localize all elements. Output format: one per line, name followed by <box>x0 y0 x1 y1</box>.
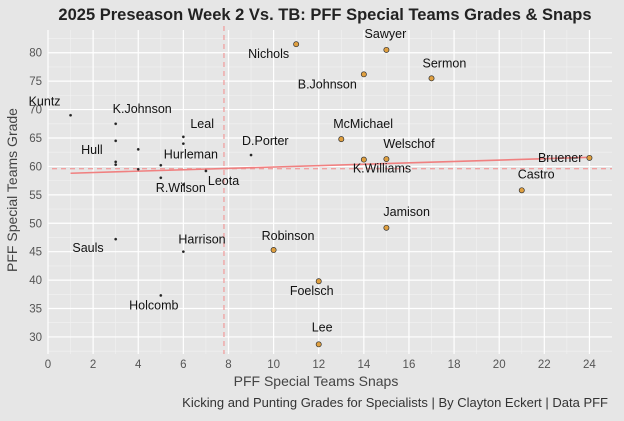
chart-caption: Kicking and Punting Grades for Specialis… <box>182 395 608 410</box>
point-label: Welschof <box>383 137 435 151</box>
data-point <box>114 139 118 143</box>
point-label: K.Williams <box>353 162 411 176</box>
x-tick-label: 0 <box>45 359 51 371</box>
x-tick-label: 8 <box>225 359 231 371</box>
data-point <box>181 183 185 187</box>
y-tick-label: 30 <box>29 332 42 344</box>
x-tick-label: 6 <box>180 359 186 371</box>
data-point <box>383 224 390 231</box>
data-point <box>159 294 163 297</box>
y-tick-label: 45 <box>29 247 42 259</box>
grid-layer <box>47 30 612 354</box>
point-labels-layer: Nichols Sawyer B.Johnson Sermon Kuntz K.Johns… <box>29 27 583 334</box>
x-tick-label: 18 <box>448 359 461 371</box>
point-label: K.Johnson <box>113 102 172 116</box>
data-point <box>428 75 435 82</box>
point-label: Hull <box>81 143 103 157</box>
data-point <box>159 176 163 180</box>
point-label: B.Johnson <box>298 77 357 91</box>
x-tick-label: 10 <box>267 359 280 371</box>
data-point <box>114 163 118 167</box>
x-tick-label: 4 <box>135 359 142 371</box>
point-label: R.Wilson <box>156 181 206 195</box>
y-tick-label: 55 <box>29 190 42 202</box>
data-point <box>69 113 72 117</box>
data-point <box>338 136 345 143</box>
x-axis-label: PFF Special Teams Snaps <box>234 373 399 389</box>
point-label: Robinson <box>262 229 315 243</box>
point-label: Kuntz <box>29 94 61 108</box>
data-point <box>293 41 300 48</box>
axis-layer: 0 2 4 6 8 10 12 14 16 18 20 22 243035404550556065707… <box>29 48 596 371</box>
data-point <box>383 46 390 53</box>
data-point <box>586 154 593 161</box>
data-point <box>518 187 525 194</box>
point-label: Nichols <box>248 47 289 61</box>
point-label: Holcomb <box>129 298 178 312</box>
y-tick-label: 70 <box>29 105 42 117</box>
point-label: Harrison <box>178 233 225 247</box>
x-tick-label: 14 <box>357 359 370 371</box>
data-point <box>136 147 140 151</box>
data-point <box>159 163 163 167</box>
y-tick-label: 80 <box>29 48 42 60</box>
data-point <box>360 156 367 163</box>
point-label: McMichael <box>333 117 393 131</box>
data-point <box>315 341 322 348</box>
x-tick-label: 12 <box>312 359 325 371</box>
x-tick-label: 2 <box>90 359 96 371</box>
point-label: Sermon <box>423 56 467 70</box>
x-tick-label: 22 <box>538 359 551 371</box>
x-tick-label: 24 <box>583 359 596 371</box>
point-label: Leal <box>190 117 214 131</box>
chart-title: 2025 Preseason Week 2 Vs. TB: PFF Specia… <box>58 6 591 24</box>
point-label: Sawyer <box>365 27 407 41</box>
point-label: D.Porter <box>242 134 289 148</box>
trend-line <box>70 156 590 175</box>
data-point <box>360 71 367 78</box>
point-label: Bruener <box>538 151 582 165</box>
data-point <box>204 169 208 173</box>
point-label: Foelsch <box>290 284 334 298</box>
y-tick-label: 60 <box>29 161 42 173</box>
data-point <box>181 142 185 146</box>
y-tick-label: 35 <box>29 304 42 316</box>
y-axis-label: PFF Special Teams Grade <box>4 108 20 272</box>
point-label: Sauls <box>72 241 103 255</box>
data-point <box>114 160 118 164</box>
data-point <box>114 122 118 126</box>
reference-lines <box>52 26 612 354</box>
x-tick-label: 16 <box>403 359 416 371</box>
data-point <box>249 153 253 157</box>
y-tick-label: 40 <box>29 275 42 287</box>
x-tick-label: 20 <box>493 359 506 371</box>
point-label: Leota <box>208 174 239 188</box>
point-label: Hurleman <box>164 147 218 161</box>
points-layer <box>69 41 593 348</box>
data-point <box>114 237 118 241</box>
data-point <box>181 250 185 254</box>
y-tick-label: 50 <box>29 218 42 230</box>
y-tick-label: 75 <box>29 76 42 88</box>
data-point <box>181 135 185 139</box>
point-label: Lee <box>312 320 333 334</box>
point-label: Jamison <box>383 205 430 219</box>
data-point <box>136 167 140 171</box>
data-point <box>270 247 277 253</box>
point-label: Castro <box>518 167 555 181</box>
data-point <box>315 278 322 285</box>
data-point <box>383 156 390 162</box>
y-tick-label: 65 <box>29 133 42 145</box>
